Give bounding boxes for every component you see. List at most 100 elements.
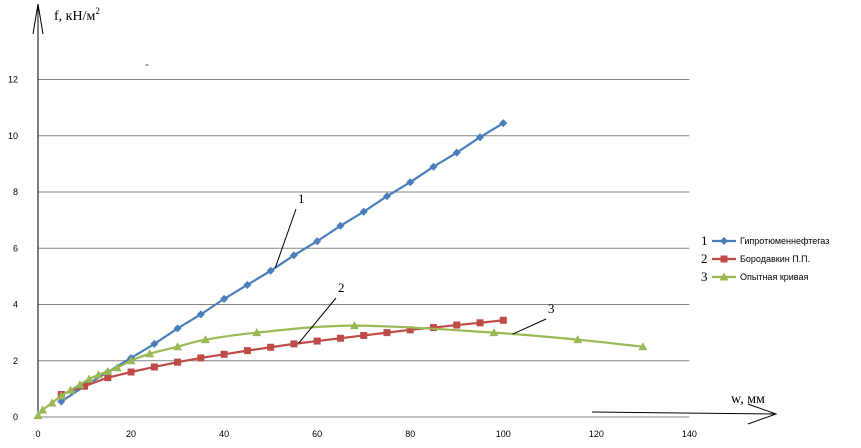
data-point-series-1 [173,324,182,333]
data-point-series-1 [220,294,229,303]
stray-mark: - [145,57,149,71]
data-point-series-2 [476,319,484,327]
data-point-series-1 [336,221,345,230]
data-point-series-3 [75,380,85,389]
data-point-series-2 [406,326,414,334]
x-axis-arrow-line [591,411,777,415]
series-group [33,119,648,420]
data-point-series-3 [145,349,155,358]
data-point-series-1 [382,192,391,201]
legend-number-1: 1 [701,233,708,248]
x-tick-label: 100 [496,429,511,439]
data-point-series-2 [127,368,135,376]
y-tick-label: 2 [13,356,18,366]
data-point-series-2 [243,347,251,355]
y-tick-label: 12 [8,75,18,85]
x-tick-label: 80 [405,429,415,439]
data-point-series-1 [266,266,275,275]
data-point-series-3 [33,411,43,420]
x-tick-label: 0 [35,429,40,439]
data-point-series-2 [174,358,182,366]
y-tick-label: 8 [13,187,18,197]
data-point-series-3 [103,366,113,375]
data-point-series-1 [476,133,485,142]
data-point-series-1 [499,119,508,128]
y-tick-label: 10 [8,131,18,141]
grid-lines [38,79,690,362]
y-tick-label: 4 [13,300,18,310]
legend-marker-2 [720,255,728,263]
data-point-series-3 [38,405,48,414]
legend-label-3: Опытная кривая [740,272,808,282]
y-tick-label: 6 [13,243,18,253]
data-point-series-1 [196,310,205,319]
legend: 1 Гипротюменнефтегаз 2 Бородавкин П.П. 3 Опыт… [701,233,829,284]
data-point-series-1 [150,339,159,348]
data-point-series-3 [47,398,57,407]
data-point-series-2 [360,331,368,339]
data-point-series-3 [489,328,499,337]
data-point-series-2 [313,337,321,345]
data-point-series-2 [220,350,228,358]
y-axis-title-sup: 2 [95,6,100,16]
data-point-series-2 [383,329,391,337]
data-point-series-2 [430,324,438,332]
data-point-series-2 [336,334,344,342]
legend-marker-3 [719,272,729,281]
data-point-series-1 [452,148,461,157]
y-axis-title-main: f, кН/м [54,9,95,24]
data-point-series-1 [313,237,322,246]
data-point-series-2 [150,363,158,371]
data-point-series-3 [93,370,103,379]
x-tick-label: 20 [126,429,136,439]
data-point-series-3 [126,356,136,365]
data-point-series-1 [289,251,298,260]
data-point-series-3 [349,321,359,330]
data-point-series-1 [57,397,66,406]
callout-label-2: 2 [338,280,345,295]
data-point-series-2 [197,354,205,362]
legend-label-1: Гипротюменнефтегаз [740,236,829,246]
axis-titles: f, кН/м2 w, мм - [54,6,765,407]
legend-marker-1 [720,237,728,245]
x-axis-title: w, мм [731,392,765,407]
x-tick-label: 140 [682,429,697,439]
data-point-series-1 [429,162,438,171]
data-point-series-1 [406,178,415,187]
data-point-series-2 [267,343,275,351]
data-point-series-2 [290,340,298,348]
data-point-series-2 [81,382,89,390]
data-point-series-3 [573,335,583,344]
data-point-series-1 [243,280,252,289]
series-line-1 [60,122,504,403]
callout-leader-1 [274,208,297,268]
x-tick-label: 60 [312,429,322,439]
y-tick-label: 0 [13,412,18,422]
y-axis-title: f, кН/м2 [54,6,100,24]
legend-number-2: 2 [701,251,708,266]
x-axis-arrowhead [747,403,778,425]
data-point-series-3 [201,335,211,344]
callout-leader-3 [512,318,547,335]
callout-leader-2 [298,297,337,344]
y-axis-arrowhead [32,3,44,35]
series-line-2 [60,319,504,396]
data-point-series-3 [638,342,648,351]
data-point-series-1 [359,207,368,216]
callout-label-1: 1 [298,191,305,206]
data-point-series-3 [66,385,76,394]
data-point-series-3 [56,391,66,400]
x-tick-label: 40 [219,429,229,439]
legend-number-3: 3 [701,269,708,284]
data-point-series-3 [173,342,183,351]
data-point-series-2 [453,321,461,329]
callout-label-3: 3 [548,301,555,316]
data-point-series-2 [499,316,507,324]
data-point-series-3 [84,374,94,383]
x-tick-label: 120 [589,429,604,439]
annotations: 1 2 3 [274,191,555,344]
data-point-series-2 [104,374,112,382]
data-point-series-3 [112,363,122,372]
